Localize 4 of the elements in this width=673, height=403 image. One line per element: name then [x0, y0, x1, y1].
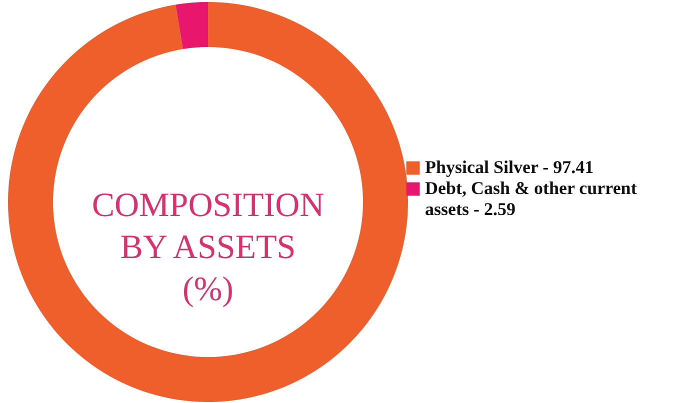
legend-label: Physical Silver - 97.41 — [425, 157, 594, 177]
legend-label: Debt, Cash & other current assets - 2.59 — [425, 178, 637, 219]
text: COMPOSITION BY ASSETS (%) — [92, 187, 324, 308]
donut-slice — [176, 2, 208, 50]
